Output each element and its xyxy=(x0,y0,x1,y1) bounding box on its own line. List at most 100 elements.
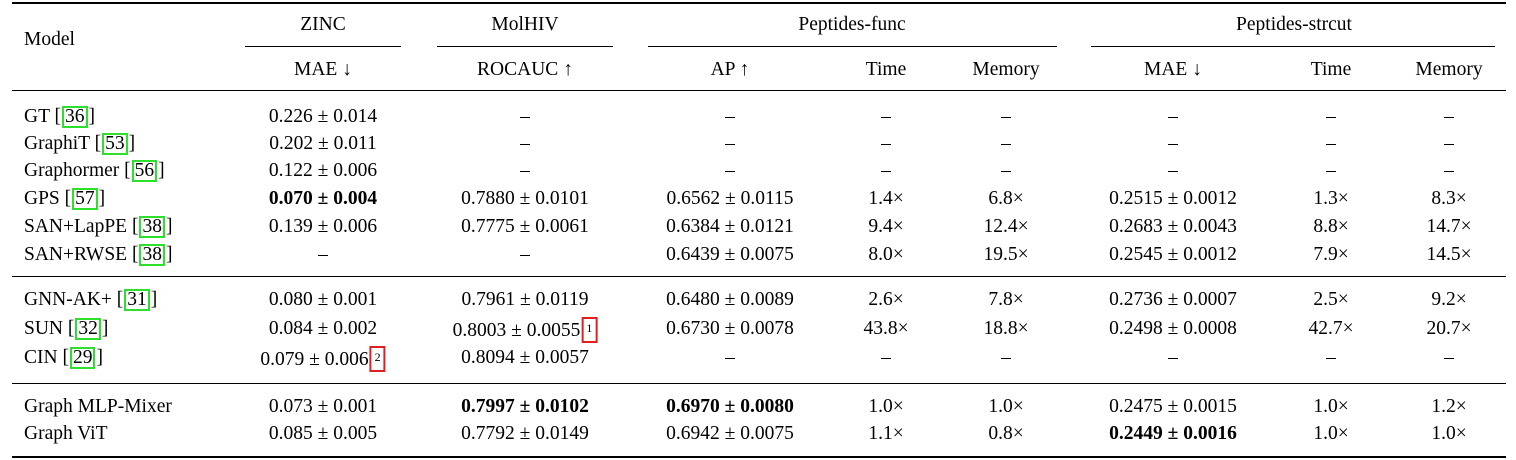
cell-value: 0.085 ± 0.005 xyxy=(268,423,378,444)
citation-number: 29 xyxy=(72,347,93,368)
cell-value: – xyxy=(1168,160,1178,181)
model-name-text: GT xyxy=(24,106,50,127)
model-name-text: CIN xyxy=(24,347,58,368)
cell-value: 0.6970 ± 0.0080 xyxy=(666,396,794,417)
cell-value: – xyxy=(1168,106,1178,127)
cell-value: – xyxy=(1326,347,1336,368)
zinc-cmidrule xyxy=(245,46,401,47)
cell-value: 8.3× xyxy=(1431,188,1467,209)
cell-value: 0.2683 ± 0.0043 xyxy=(1109,216,1237,237)
cell-value: 1.0× xyxy=(1313,423,1349,444)
cell-value: 0.6942 ± 0.0075 xyxy=(666,423,794,444)
citation-number: 32 xyxy=(78,318,98,339)
cell-ps-time: 1.0× xyxy=(1313,422,1348,446)
cell-pf-ap: – xyxy=(725,132,735,156)
cell-ps-mem: 1.0× xyxy=(1431,422,1466,446)
cell-pf-time: – xyxy=(881,105,891,129)
footnote-marker[interactable]: 2 xyxy=(369,346,386,372)
metric-ps-mae: MAE ↓ xyxy=(1144,59,1202,80)
cell-molhiv: – xyxy=(520,243,530,267)
cell-pf-mem: – xyxy=(1001,346,1011,370)
citation-link[interactable]: 38 xyxy=(139,244,165,266)
cell-value: 0.8× xyxy=(988,423,1024,444)
cell-value: 8.0× xyxy=(868,244,904,265)
footnote-marker[interactable]: 1 xyxy=(581,317,598,343)
citation-link[interactable]: 38 xyxy=(139,216,165,238)
metric-pf-time: Time xyxy=(865,59,907,80)
cell-pf-time: 1.1× xyxy=(868,422,903,446)
cell-ps-time: – xyxy=(1326,132,1336,156)
cell-value: 0.080 ± 0.001 xyxy=(268,289,378,310)
cell-value: 0.7961 ± 0.0119 xyxy=(461,289,589,310)
model-name: GNN-AK+ [31] xyxy=(24,289,158,311)
cell-ps-mem: 14.7× xyxy=(1426,215,1471,239)
cell-value: 0.8003 ± 0.0055 xyxy=(452,320,581,341)
metric-zinc-mae: MAE ↓ xyxy=(294,59,352,80)
cell-zinc: 0.079 ± 0.006 2 xyxy=(260,346,386,372)
cell-value: 0.073 ± 0.001 xyxy=(268,396,378,417)
model-name: CIN [29] xyxy=(24,347,103,369)
cell-molhiv: 0.8003 ± 0.0055 1 xyxy=(453,317,598,343)
cell-pf-ap: – xyxy=(725,159,735,183)
cell-value: 9.2× xyxy=(1431,289,1467,310)
cell-value: – xyxy=(881,133,891,154)
cell-ps-mem: 1.2× xyxy=(1431,395,1466,419)
cell-value: – xyxy=(520,244,530,265)
cell-value: 43.8× xyxy=(863,318,909,339)
cell-value: 0.202 ± 0.011 xyxy=(269,133,377,154)
citation-link[interactable]: 31 xyxy=(124,289,150,311)
cell-pf-mem: – xyxy=(1001,159,1011,183)
cell-value: 0.7775 ± 0.0061 xyxy=(461,216,589,237)
cell-pf-time: 2.6× xyxy=(868,288,903,312)
cell-value: – xyxy=(1444,160,1454,181)
cell-value: – xyxy=(881,106,891,127)
cell-ps-mem: – xyxy=(1444,346,1454,370)
cell-value: – xyxy=(725,133,735,154)
cell-value: – xyxy=(1001,133,1011,154)
cell-molhiv: 0.7997 ± 0.0102 xyxy=(461,395,589,419)
cell-value: – xyxy=(1326,160,1336,181)
molhiv-cmidrule xyxy=(437,46,613,47)
cell-value: – xyxy=(1444,347,1454,368)
cell-value: – xyxy=(725,106,735,127)
citation-link[interactable]: 32 xyxy=(75,318,101,340)
citation-link[interactable]: 56 xyxy=(131,160,158,182)
cell-zinc: 0.084 ± 0.002 xyxy=(269,317,377,341)
model-name: SAN+RWSE [38] xyxy=(24,244,173,266)
cell-ps-mem: 9.2× xyxy=(1431,288,1466,312)
cell-value: – xyxy=(1168,133,1178,154)
cell-ps-mem: 20.7× xyxy=(1426,317,1471,341)
cell-pf-mem: – xyxy=(1001,105,1011,129)
cell-zinc: 0.085 ± 0.005 xyxy=(269,422,377,446)
citation-link[interactable]: 29 xyxy=(69,347,96,369)
model-name: GraphiT [53] xyxy=(24,133,136,155)
model-name-text: GraphiT xyxy=(24,133,90,154)
cell-value: – xyxy=(520,133,530,154)
cell-value: 7.9× xyxy=(1313,244,1349,265)
cell-value: 0.7880 ± 0.0101 xyxy=(461,188,589,209)
citation-link[interactable]: 53 xyxy=(102,133,128,155)
cell-molhiv: 0.7961 ± 0.0119 xyxy=(462,288,589,312)
model-name-text: SAN+RWSE xyxy=(24,244,128,265)
cell-zinc: 0.226 ± 0.014 xyxy=(269,105,377,129)
model-name-text: Graphormer xyxy=(24,160,120,181)
cell-ps-mae: 0.2683 ± 0.0043 xyxy=(1109,215,1237,239)
citation-number: 38 xyxy=(142,244,162,265)
citation-link[interactable]: 36 xyxy=(62,106,88,128)
cell-value: 1.4× xyxy=(868,188,904,209)
model-name: Graphormer [56] xyxy=(24,160,165,182)
citation-link[interactable]: 57 xyxy=(72,188,98,210)
model-name-text: SUN xyxy=(24,318,64,339)
cell-value: 1.0× xyxy=(868,396,904,417)
model-name: GPS [57] xyxy=(24,188,106,210)
cell-molhiv: 0.7775 ± 0.0061 xyxy=(461,215,589,239)
cell-value: – xyxy=(1444,133,1454,154)
cell-value: 0.6384 ± 0.0121 xyxy=(666,216,794,237)
cell-value: 0.8094 ± 0.0057 xyxy=(461,347,589,368)
cell-value: – xyxy=(881,160,891,181)
cell-ps-time: – xyxy=(1326,346,1336,370)
cell-value: – xyxy=(1326,106,1336,127)
cell-molhiv: 0.8094 ± 0.0057 xyxy=(461,346,589,370)
cell-pf-ap: 0.6970 ± 0.0080 xyxy=(666,395,794,419)
cell-value: 1.1× xyxy=(868,423,904,444)
